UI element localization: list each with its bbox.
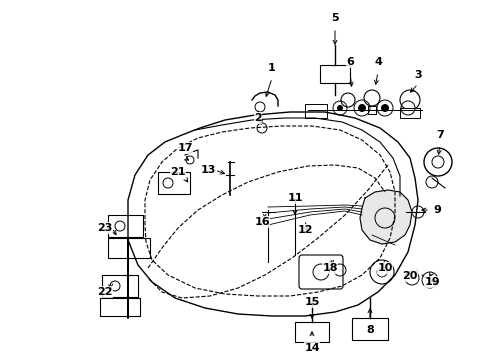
Text: 6: 6 (346, 57, 353, 67)
Circle shape (336, 105, 342, 111)
Circle shape (380, 104, 388, 112)
Text: 10: 10 (377, 263, 392, 273)
Bar (100, 298, 140, 316)
Text: 4: 4 (373, 57, 381, 67)
Text: 9: 9 (432, 205, 440, 215)
Bar (108, 215, 142, 237)
Bar (108, 238, 150, 258)
Text: 7: 7 (435, 130, 443, 140)
Text: 5: 5 (330, 13, 338, 23)
Text: 16: 16 (254, 217, 269, 227)
Bar (399, 108, 419, 118)
Text: 20: 20 (402, 271, 417, 281)
Text: 11: 11 (286, 193, 302, 203)
Bar (294, 322, 328, 342)
Text: 18: 18 (322, 263, 337, 273)
Bar (319, 65, 349, 83)
Bar (351, 318, 387, 340)
Text: 1: 1 (267, 63, 275, 73)
Text: 17: 17 (177, 143, 192, 153)
Bar (158, 172, 190, 194)
Circle shape (357, 104, 365, 112)
Text: 19: 19 (423, 277, 439, 287)
Bar (102, 275, 138, 297)
Text: 8: 8 (366, 325, 373, 335)
Text: 21: 21 (170, 167, 185, 177)
Text: 14: 14 (304, 343, 319, 353)
FancyBboxPatch shape (298, 255, 342, 289)
Bar (305, 104, 326, 118)
Text: 13: 13 (200, 165, 215, 175)
Text: 3: 3 (413, 70, 421, 80)
Text: 23: 23 (97, 223, 112, 233)
Text: 15: 15 (304, 297, 319, 307)
Polygon shape (359, 190, 411, 244)
Text: 12: 12 (297, 225, 312, 235)
Text: 2: 2 (254, 113, 262, 123)
Text: 22: 22 (97, 287, 113, 297)
